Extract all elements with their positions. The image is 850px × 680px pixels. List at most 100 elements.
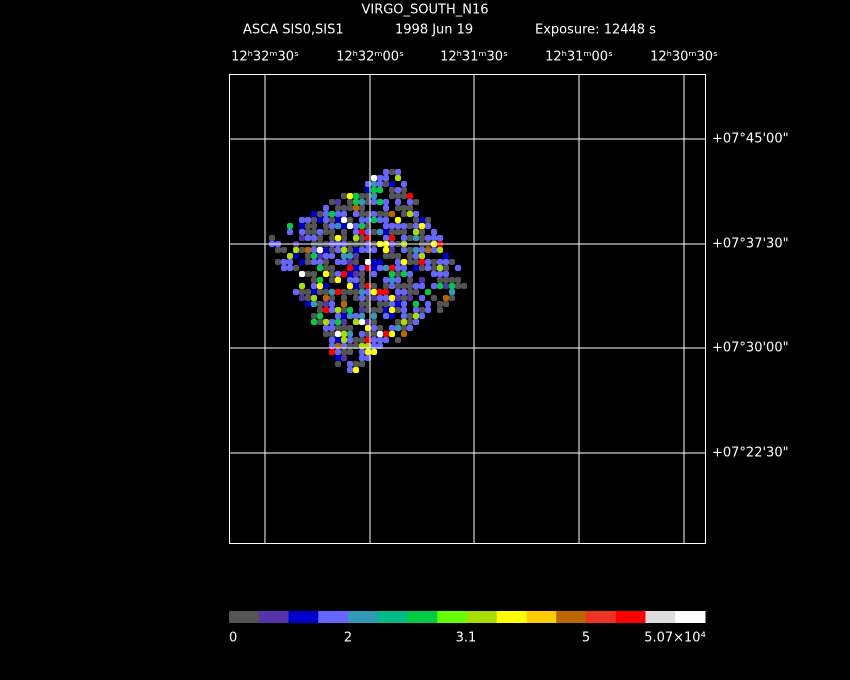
pixel xyxy=(359,229,365,235)
pixel xyxy=(359,205,365,211)
pixel xyxy=(317,277,323,283)
pixel xyxy=(353,253,359,259)
pixel xyxy=(371,307,377,313)
pixel xyxy=(371,325,377,331)
pixel xyxy=(371,229,377,235)
pixel xyxy=(389,247,395,253)
pixel xyxy=(431,259,437,265)
pixel xyxy=(419,223,425,229)
pixel xyxy=(323,223,329,229)
pixel xyxy=(353,223,359,229)
pixel xyxy=(383,199,389,205)
pixel xyxy=(317,307,323,313)
pixel xyxy=(311,313,317,319)
pixel xyxy=(329,331,335,337)
pixel xyxy=(359,295,365,301)
pixel xyxy=(395,223,401,229)
pixel xyxy=(353,367,359,373)
pixel xyxy=(395,259,401,265)
pixel xyxy=(323,211,329,217)
pixel xyxy=(305,271,311,277)
pixel xyxy=(437,265,443,271)
pixel xyxy=(311,283,317,289)
pixel xyxy=(329,307,335,313)
pixel xyxy=(383,283,389,289)
pixel xyxy=(341,193,347,199)
pixel xyxy=(305,295,311,301)
pixel xyxy=(401,187,407,193)
pixel xyxy=(407,319,413,325)
pixel xyxy=(323,289,329,295)
pixel xyxy=(335,223,341,229)
pixel xyxy=(329,295,335,301)
pixel xyxy=(353,277,359,283)
pixel xyxy=(353,211,359,217)
pixel xyxy=(305,229,311,235)
pixel xyxy=(443,277,449,283)
pixel xyxy=(299,283,305,289)
pixel xyxy=(389,265,395,271)
pixel xyxy=(317,211,323,217)
colorbar-label: 5.07×10⁴ xyxy=(644,631,706,646)
pixel xyxy=(437,307,443,313)
pixel xyxy=(359,271,365,277)
pixel xyxy=(389,331,395,337)
pixel xyxy=(371,349,377,355)
pixel xyxy=(311,301,317,307)
pixel xyxy=(299,289,305,295)
pixel xyxy=(329,319,335,325)
pixel xyxy=(413,283,419,289)
pixel xyxy=(347,307,353,313)
pixel xyxy=(371,271,377,277)
colorbar-segment xyxy=(407,611,438,623)
pixel xyxy=(317,229,323,235)
pixel xyxy=(431,295,437,301)
pixel xyxy=(329,235,335,241)
pixel xyxy=(353,289,359,295)
pixel xyxy=(311,247,317,253)
pixel xyxy=(335,205,341,211)
pixel xyxy=(389,313,395,319)
pixel xyxy=(335,235,341,241)
pixel xyxy=(353,361,359,367)
pixel xyxy=(377,289,383,295)
pixel xyxy=(443,301,449,307)
pixel xyxy=(443,265,449,271)
date: 1998 Jun 19 xyxy=(395,23,473,38)
pixel xyxy=(401,331,407,337)
pixel xyxy=(455,265,461,271)
pixel xyxy=(389,295,395,301)
pixel xyxy=(317,259,323,265)
pixel xyxy=(359,301,365,307)
pixel xyxy=(347,217,353,223)
pixel xyxy=(371,265,377,271)
pixel xyxy=(395,325,401,331)
pixel xyxy=(395,295,401,301)
pixel xyxy=(341,307,347,313)
pixel xyxy=(413,313,419,319)
pixel xyxy=(323,247,329,253)
pixel xyxy=(371,283,377,289)
pixel xyxy=(305,235,311,241)
pixel xyxy=(425,217,431,223)
pixel xyxy=(323,301,329,307)
pixel xyxy=(419,217,425,223)
pixel xyxy=(353,205,359,211)
pixel xyxy=(359,331,365,337)
pixel xyxy=(353,259,359,265)
pixel xyxy=(425,307,431,313)
pixel xyxy=(335,313,341,319)
pixel xyxy=(389,229,395,235)
pixel xyxy=(383,313,389,319)
pixel xyxy=(311,259,317,265)
pixel xyxy=(425,223,431,229)
pixel xyxy=(347,325,353,331)
pixel xyxy=(377,211,383,217)
pixel xyxy=(359,277,365,283)
pixel xyxy=(383,337,389,343)
pixel xyxy=(413,247,419,253)
pixel xyxy=(371,313,377,319)
pixel xyxy=(359,283,365,289)
pixel xyxy=(377,325,383,331)
colorbar-segment xyxy=(586,611,617,623)
